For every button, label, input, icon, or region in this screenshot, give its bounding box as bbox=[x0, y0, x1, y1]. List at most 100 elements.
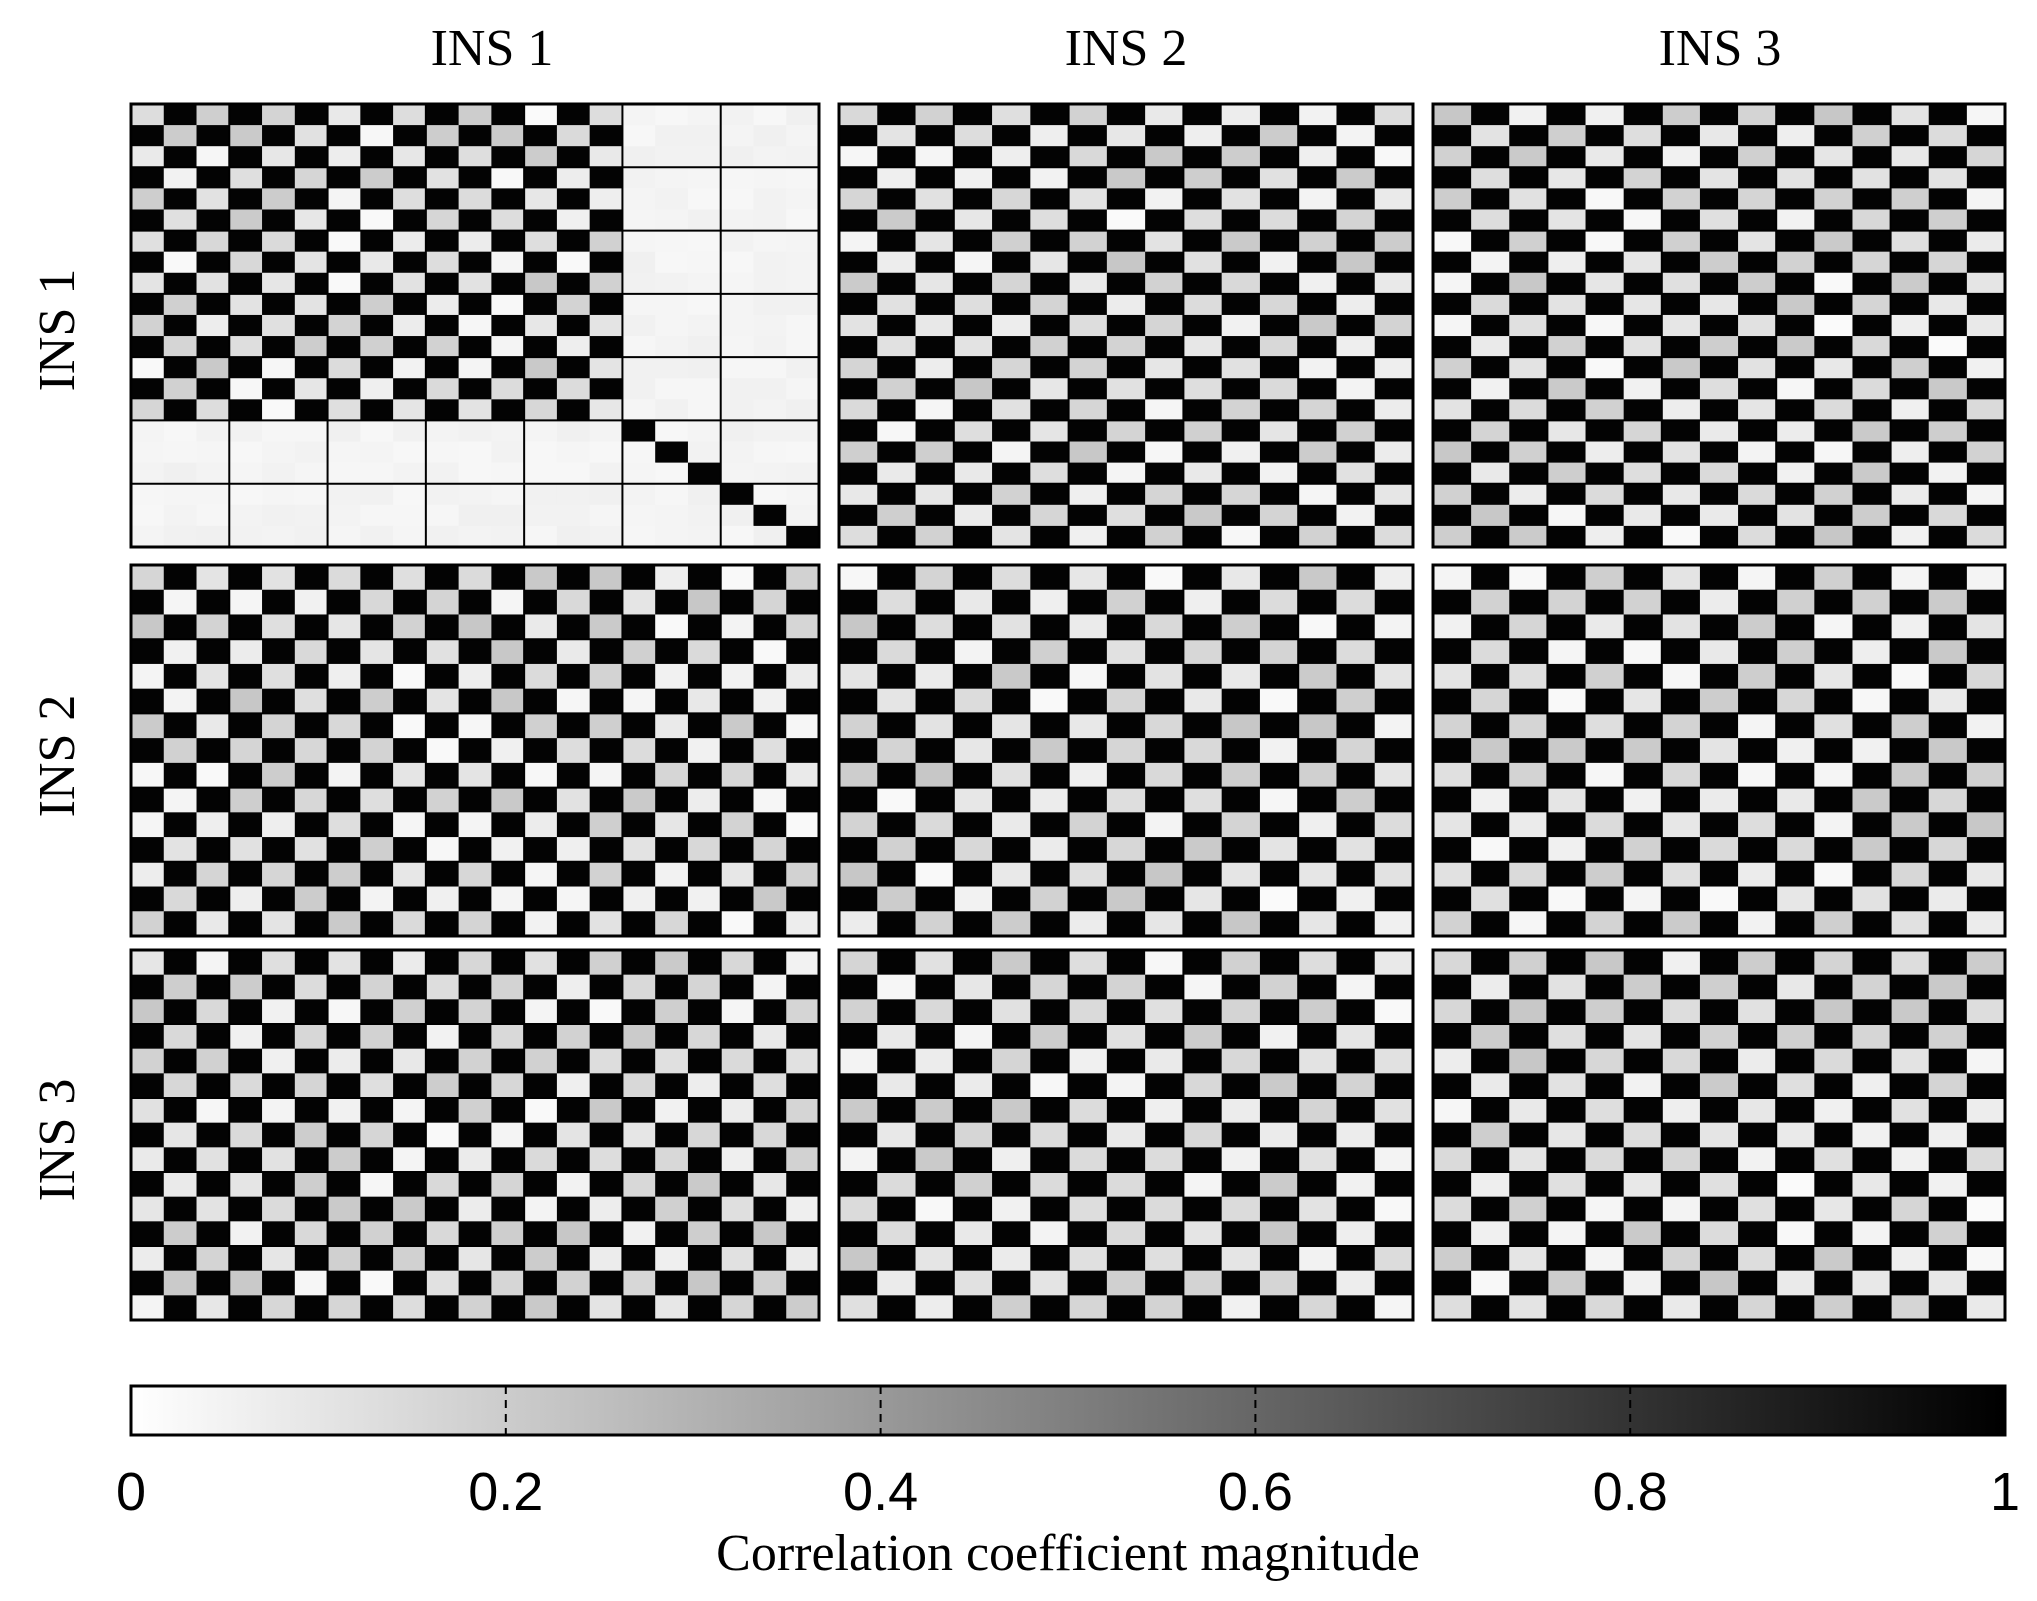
heatmap-cell bbox=[196, 565, 230, 591]
heatmap-cell bbox=[1183, 1024, 1223, 1050]
heatmap-cell bbox=[1298, 1295, 1338, 1321]
heatmap-cell bbox=[1547, 639, 1587, 665]
heatmap-cell bbox=[1738, 713, 1777, 739]
heatmap-cell bbox=[1585, 293, 1625, 316]
heatmap-cell bbox=[1433, 230, 1472, 253]
heatmap-cell bbox=[458, 1221, 492, 1247]
heatmap-cell bbox=[1509, 837, 1548, 863]
heatmap-cell bbox=[992, 886, 1031, 912]
heatmap-cell bbox=[491, 1122, 525, 1148]
heatmap-cell bbox=[687, 336, 722, 358]
heatmap-cell bbox=[1471, 1122, 1510, 1148]
colorbar-tick-label: 0 bbox=[116, 1462, 146, 1522]
heatmap-cell bbox=[1145, 1122, 1184, 1148]
heatmap-cell bbox=[1106, 314, 1146, 337]
heatmap-cell bbox=[1068, 1221, 1108, 1247]
heatmap-cell bbox=[1738, 950, 1777, 976]
heatmap-cell bbox=[1336, 188, 1376, 211]
heatmap-cell bbox=[589, 974, 624, 1000]
heatmap-cell bbox=[327, 762, 361, 789]
heatmap-cell bbox=[720, 1073, 755, 1099]
col-title-2: INS 2 bbox=[1065, 20, 1188, 77]
heatmap-cell bbox=[1738, 812, 1777, 838]
heatmap-cell bbox=[687, 1221, 722, 1247]
heatmap-cell bbox=[393, 1246, 427, 1272]
heatmap-cell bbox=[1623, 688, 1663, 714]
heatmap-cell bbox=[393, 125, 427, 147]
heatmap-cell bbox=[360, 1024, 394, 1050]
heatmap-cell bbox=[1661, 886, 1701, 912]
heatmap-cell bbox=[1068, 293, 1108, 316]
heatmap-cell bbox=[1145, 639, 1184, 665]
heatmap-cell bbox=[1259, 837, 1299, 863]
heatmap-cell bbox=[229, 589, 263, 616]
heatmap-cell bbox=[262, 504, 296, 527]
heatmap-cell bbox=[1928, 188, 1968, 211]
heatmap-cell bbox=[1336, 787, 1376, 813]
heatmap-cell bbox=[1547, 272, 1587, 295]
heatmap-cell bbox=[524, 504, 558, 527]
heatmap-cell bbox=[393, 314, 427, 337]
heatmap-cell bbox=[1433, 1073, 1472, 1099]
heatmap-cell bbox=[1106, 861, 1146, 888]
heatmap-cell bbox=[622, 504, 656, 527]
heatmap-cell bbox=[1030, 125, 1070, 147]
heatmap-cell bbox=[1852, 336, 1892, 358]
heatmap-cell bbox=[753, 1122, 787, 1148]
heatmap-cell bbox=[1738, 614, 1777, 640]
heatmap-cell bbox=[1433, 886, 1472, 912]
heatmap-cell bbox=[1068, 639, 1108, 665]
heatmap-cell bbox=[327, 1246, 361, 1272]
heatmap-cell bbox=[786, 293, 820, 316]
heatmap-cell bbox=[425, 1048, 460, 1074]
heatmap-cell bbox=[753, 251, 787, 274]
colorbar-tick-label: 0.4 bbox=[843, 1462, 918, 1522]
heatmap-cell bbox=[655, 462, 689, 485]
heatmap-cell bbox=[1298, 974, 1338, 1000]
heatmap-cell bbox=[163, 293, 198, 316]
heatmap-cell bbox=[1699, 1024, 1739, 1050]
heatmap-cell bbox=[720, 1122, 755, 1148]
heatmap-cell bbox=[1852, 974, 1892, 1000]
heatmap-cell bbox=[839, 837, 878, 863]
heatmap-cell bbox=[163, 525, 198, 548]
heatmap-cell bbox=[622, 104, 656, 126]
heatmap-cell bbox=[753, 483, 787, 506]
heatmap-cell bbox=[622, 1073, 656, 1099]
heatmap-cell bbox=[655, 713, 689, 739]
heatmap-cell bbox=[687, 639, 722, 665]
heatmap-cell bbox=[1699, 336, 1739, 358]
heatmap-cell bbox=[163, 188, 198, 211]
heatmap-cell bbox=[1298, 886, 1338, 912]
heatmap-cell bbox=[1298, 589, 1338, 616]
heatmap-cell bbox=[1852, 1295, 1892, 1321]
heatmap-cell bbox=[1585, 950, 1625, 976]
heatmap-cell bbox=[877, 1246, 917, 1272]
heatmap-cell bbox=[786, 1098, 820, 1124]
heatmap-cell bbox=[1776, 1172, 1815, 1198]
heatmap-cell bbox=[1661, 1098, 1701, 1124]
heatmap-cell bbox=[491, 812, 525, 838]
heatmap-cell bbox=[327, 1073, 361, 1099]
heatmap-cell bbox=[1738, 399, 1777, 422]
heatmap-cell bbox=[1298, 1196, 1338, 1222]
heatmap-cell bbox=[915, 1024, 955, 1050]
heatmap-cell bbox=[1183, 886, 1223, 912]
heatmap-cell bbox=[393, 525, 427, 548]
heatmap-cell bbox=[1890, 167, 1930, 189]
heatmap-cell bbox=[1966, 230, 2006, 253]
heatmap-cell bbox=[1471, 589, 1510, 616]
heatmap-cell bbox=[1106, 738, 1146, 764]
heatmap-cell bbox=[1699, 614, 1739, 640]
heatmap-cell bbox=[262, 1122, 296, 1148]
heatmap-cell bbox=[1068, 251, 1108, 274]
heatmap-cell bbox=[1221, 1246, 1261, 1272]
heatmap-cell bbox=[491, 999, 525, 1025]
heatmap-cell bbox=[1145, 399, 1184, 422]
heatmap-cell bbox=[524, 378, 558, 400]
heatmap-cell bbox=[1298, 1048, 1338, 1074]
heatmap-cell bbox=[1336, 167, 1376, 189]
heatmap-cell bbox=[1145, 104, 1184, 126]
heatmap-cell bbox=[1030, 462, 1070, 485]
heatmap-cell bbox=[953, 1295, 993, 1321]
